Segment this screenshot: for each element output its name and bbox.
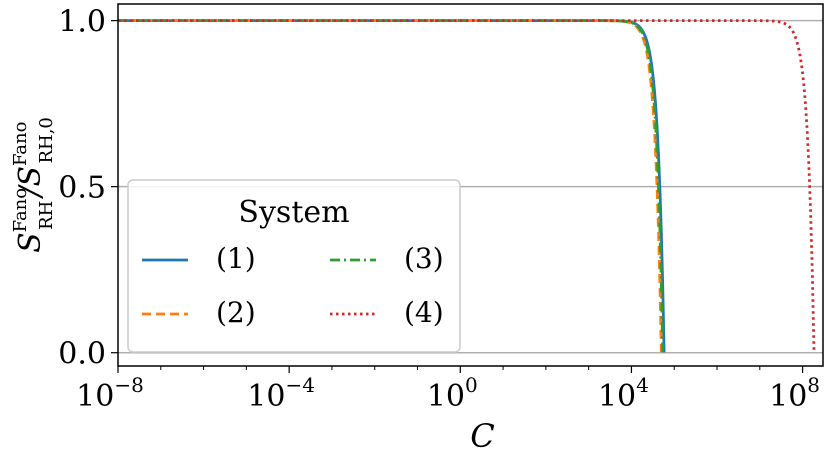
x-tick-label-2: 100 — [427, 373, 478, 414]
x-axis-label: C — [470, 417, 494, 455]
legend-label-3: (3) — [404, 242, 444, 275]
series-layer — [118, 19, 816, 353]
y-label-slash: / — [13, 184, 48, 200]
plot-frame — [117, 3, 824, 367]
y-label-sub1: RH — [36, 201, 57, 230]
x-axis: 10−8 10−4 100 104 108 — [76, 366, 820, 414]
legend: System (1) (2) (3) (4) — [127, 179, 461, 353]
y-label-main: S — [13, 232, 48, 253]
legend-title: System — [238, 195, 349, 230]
x-tick-label-3: 104 — [598, 373, 649, 414]
legend-box — [127, 179, 461, 353]
x-tick-label-1: 10−4 — [247, 373, 315, 414]
y-tick-label-0: 0.0 — [58, 337, 106, 372]
legend-label-4: (4) — [404, 296, 444, 329]
y-axis: 0.0 0.5 1.0 — [58, 5, 118, 372]
legend-label-1: (1) — [216, 242, 256, 275]
legend-label-2: (2) — [216, 296, 256, 329]
y-label-sub2: RH,0 — [36, 117, 57, 163]
y-label-sup2: Fano — [10, 122, 31, 166]
x-tick-label-4: 108 — [769, 373, 820, 414]
y-tick-label-2: 1.0 — [58, 5, 106, 40]
x-tick-label-0: 10−8 — [76, 373, 144, 414]
y-axis-label: SFano RH/SFano RH,0 — [10, 117, 57, 253]
legend-items: (1) (2) (3) (4) — [142, 242, 444, 329]
y-label-main2: S — [13, 166, 48, 187]
y-tick-label-1: 0.5 — [58, 171, 106, 206]
series-line-4 — [118, 19, 816, 353]
y-label-sup1: Fano — [10, 188, 31, 232]
